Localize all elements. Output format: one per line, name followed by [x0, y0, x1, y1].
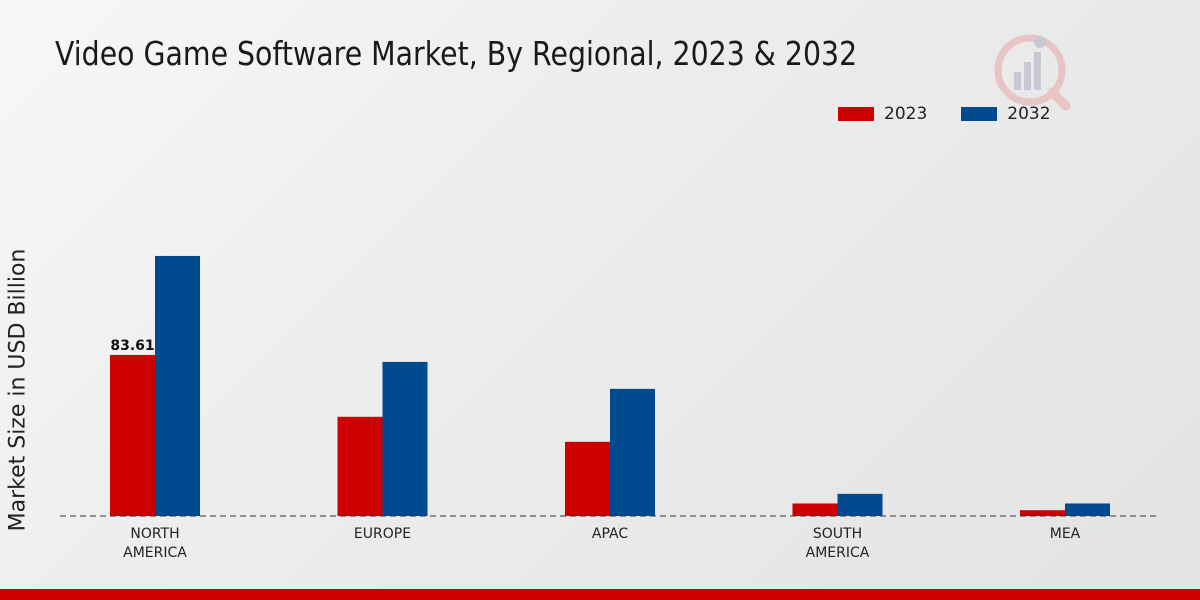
bar-2032-south-america [837, 493, 883, 516]
legend-item-2023: 2023 [838, 104, 927, 124]
bar-2023-europe [337, 416, 383, 516]
bar-2023-south-america [792, 503, 838, 516]
x-tick-label: APAC [592, 526, 628, 542]
data-label: 83.61 [110, 338, 154, 354]
legend: 2023 2032 [838, 104, 1085, 124]
bar-2023-north-america [110, 354, 155, 516]
bottom-accent-bar [0, 589, 1200, 600]
bar-2023-mea [1020, 510, 1065, 516]
bar-2032-europe [382, 361, 428, 516]
bar-2023-apac [565, 441, 610, 516]
x-tick-label: NORTH AMERICA [123, 526, 187, 561]
x-tick-label: EUROPE [354, 526, 411, 542]
bar-2032-north-america [155, 255, 200, 516]
legend-swatch-2023 [838, 107, 874, 121]
logo-icon [994, 34, 1071, 111]
bar-2032-mea [1065, 503, 1110, 516]
legend-swatch-2032 [961, 107, 998, 121]
bar-2032-apac [610, 388, 655, 516]
legend-label-2023: 2023 [884, 104, 928, 124]
chart-title: Video Game Software Market, By Regional,… [55, 34, 858, 73]
legend-item-2032: 2032 [961, 104, 1051, 124]
legend-label-2032: 2032 [1007, 104, 1051, 124]
x-tick-label: SOUTH AMERICA [806, 526, 870, 561]
x-tick-label: MEA [1050, 526, 1081, 542]
